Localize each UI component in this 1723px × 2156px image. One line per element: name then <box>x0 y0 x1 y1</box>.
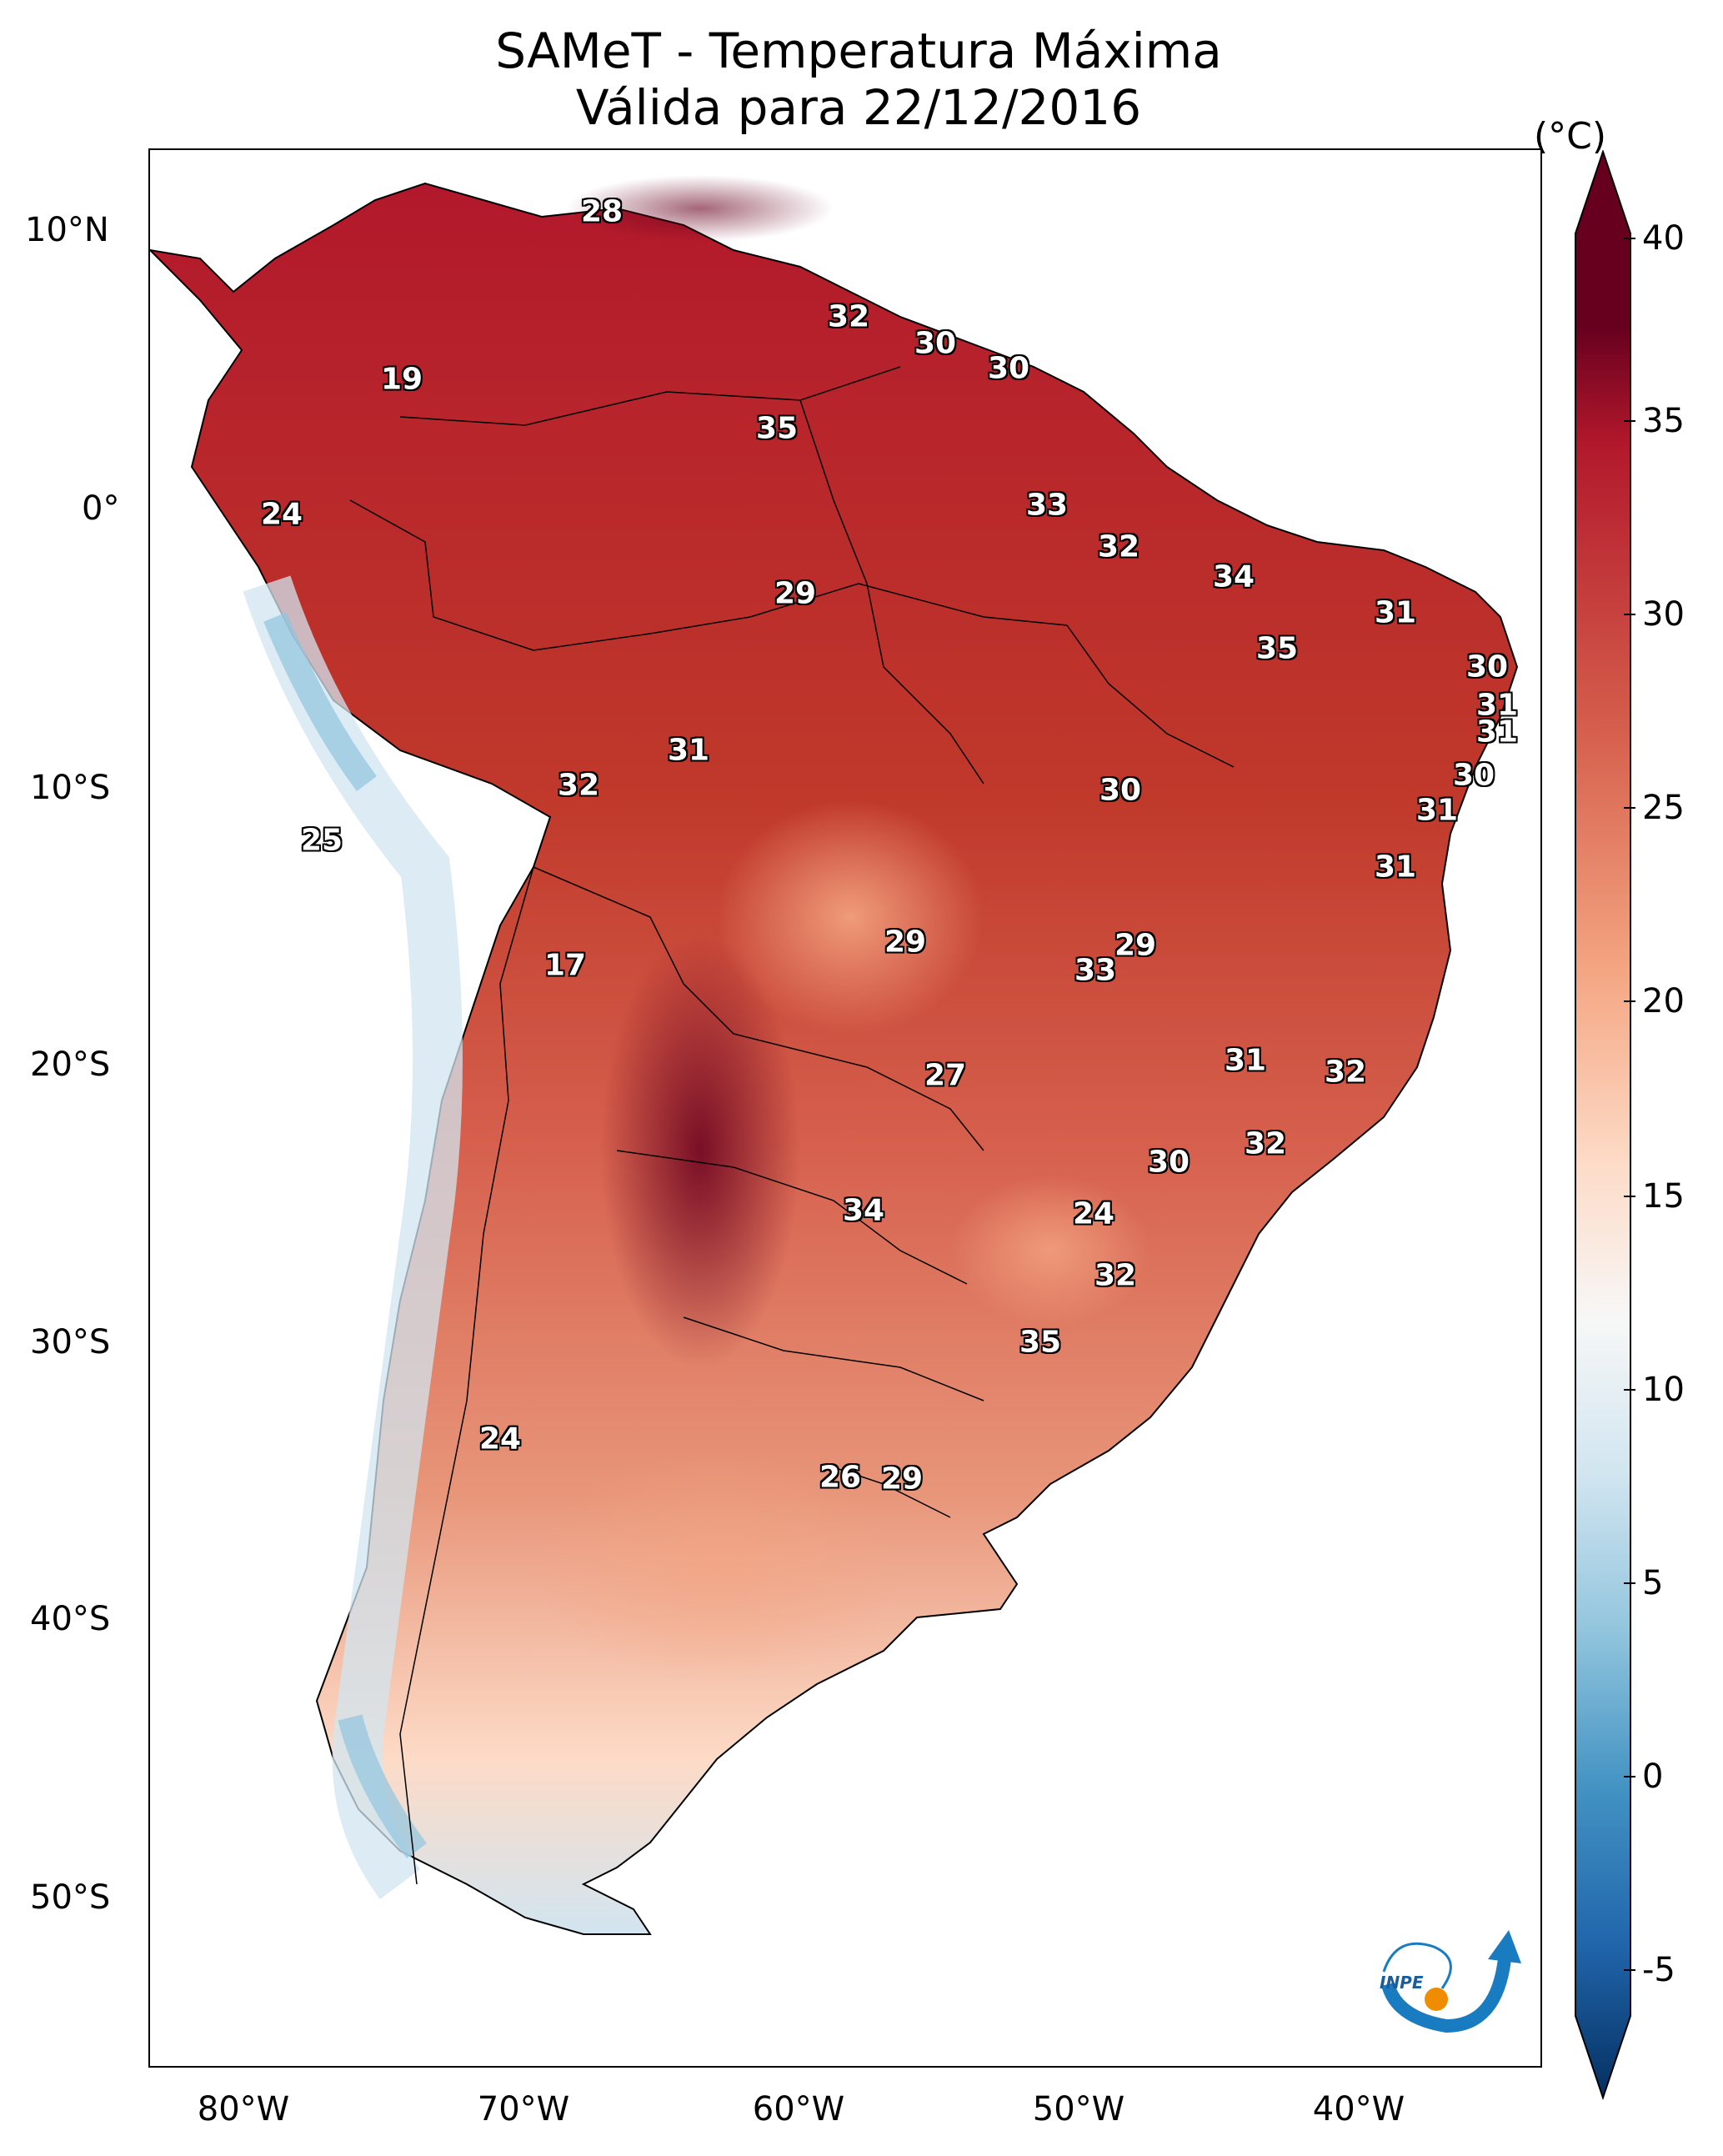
value-label: 35 <box>1255 631 1299 666</box>
map-panel <box>148 148 1542 2068</box>
value-label: 32 <box>1244 1126 1287 1161</box>
value-label: 32 <box>557 768 600 803</box>
value-label: 31 <box>1374 850 1417 885</box>
value-label: 30 <box>987 351 1030 386</box>
value-label: 25 <box>300 823 343 858</box>
value-label: 29 <box>884 925 927 960</box>
lon-tick-80w: 80°W <box>197 2090 290 2128</box>
colorbar-tick-10: 10 <box>1642 1371 1685 1409</box>
lat-tick-40s: 40°S <box>30 1600 111 1638</box>
colorbar-tick-15: 15 <box>1642 1177 1685 1216</box>
value-label: 24 <box>478 1421 522 1457</box>
map-title: SAMeT - Temperatura Máxima <box>495 23 1222 79</box>
value-label: 29 <box>774 576 817 611</box>
value-label: 34 <box>1212 559 1255 594</box>
lat-tick-30s: 30°S <box>30 1323 111 1361</box>
lat-tick-10n: 10°N <box>25 211 109 249</box>
lat-tick-10s: 10°S <box>30 769 111 807</box>
lat-tick-20s: 20°S <box>30 1045 111 1084</box>
value-label: 32 <box>1094 1258 1137 1293</box>
value-label: 33 <box>1074 953 1117 988</box>
lon-tick-60w: 60°W <box>752 2090 845 2128</box>
value-label: 35 <box>755 411 799 446</box>
value-label: 32 <box>827 299 870 334</box>
colorbar-tick-40: 40 <box>1642 219 1685 258</box>
svg-text:INPE: INPE <box>1380 1973 1424 1993</box>
value-label: 30 <box>1099 773 1142 808</box>
value-label: 33 <box>1025 488 1069 523</box>
value-label: 26 <box>819 1460 862 1495</box>
colorbar <box>1575 150 1631 2101</box>
value-label: 31 <box>667 733 710 768</box>
value-label: 29 <box>1114 928 1157 963</box>
colorbar-tick-35: 35 <box>1642 402 1685 440</box>
lon-tick-50w: 50°W <box>1032 2090 1125 2128</box>
value-label: 30 <box>1465 649 1509 684</box>
colorbar-tick-0: 0 <box>1642 1757 1664 1796</box>
colorbar-tick-20: 20 <box>1642 982 1685 1020</box>
value-label: 31 <box>1374 595 1417 630</box>
value-label: 29 <box>880 1462 924 1497</box>
value-label: 32 <box>1324 1055 1367 1090</box>
colorbar-tick-30: 30 <box>1642 595 1685 634</box>
south-america-map <box>150 175 1519 1935</box>
value-label: 30 <box>1452 758 1495 793</box>
inpe-logo: INPE <box>1380 1930 1521 2033</box>
value-label: 31 <box>1475 688 1519 723</box>
map-subtitle: Válida para 22/12/2016 <box>575 79 1142 136</box>
value-label: 31 <box>1224 1043 1267 1078</box>
colorbar-unit: (°C) <box>1534 115 1607 158</box>
value-label: 31 <box>1475 714 1519 750</box>
lon-tick-70w: 70°W <box>477 2090 570 2128</box>
value-label: 28 <box>580 194 624 229</box>
value-label: 34 <box>842 1193 885 1228</box>
value-label: 30 <box>914 326 957 361</box>
value-label: 32 <box>1097 529 1140 564</box>
value-label: 30 <box>1147 1145 1190 1180</box>
colorbar-tick-25: 25 <box>1642 789 1685 827</box>
value-label: 27 <box>924 1058 967 1093</box>
colorbar-tick-m5: -5 <box>1642 1951 1675 1989</box>
value-label: 24 <box>1072 1196 1115 1231</box>
value-label: 31 <box>1415 793 1459 828</box>
value-label: 17 <box>543 948 587 983</box>
lon-tick-40w: 40°W <box>1312 2090 1405 2128</box>
value-label: 35 <box>1019 1325 1062 1360</box>
value-label: 24 <box>260 497 303 532</box>
lat-tick-0: 0° <box>82 489 120 528</box>
value-label: 19 <box>380 362 423 397</box>
colorbar-tick-5: 5 <box>1642 1564 1664 1602</box>
lat-tick-50s: 50°S <box>30 1878 111 1917</box>
